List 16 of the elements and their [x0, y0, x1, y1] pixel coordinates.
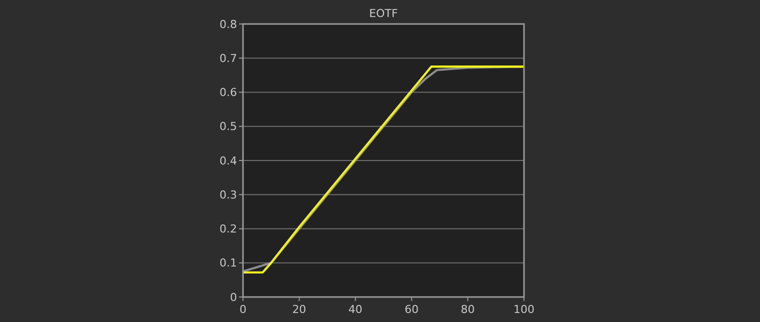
- x-tick-label: 40: [348, 303, 362, 316]
- y-tick-label: 0.8: [220, 18, 237, 31]
- y-tick-label: 0.2: [220, 222, 237, 236]
- y-tick-label: 0.1: [220, 256, 237, 270]
- x-tick-label: 60: [404, 303, 419, 316]
- x-tick-label: 20: [292, 303, 306, 316]
- x-tick-label: 0: [240, 303, 246, 316]
- chart-title: EOTF: [369, 7, 398, 20]
- y-tick-label: 0.5: [220, 120, 237, 134]
- y-tick-label: 0.6: [220, 86, 237, 100]
- y-tick-label: 0.7: [220, 52, 237, 65]
- y-tick-label: 0.3: [220, 188, 237, 202]
- x-tick-label: 80: [460, 303, 475, 316]
- y-tick-label: 0.4: [220, 154, 237, 168]
- x-tick-label: 100: [514, 303, 534, 316]
- y-tick-label: 0: [230, 290, 237, 304]
